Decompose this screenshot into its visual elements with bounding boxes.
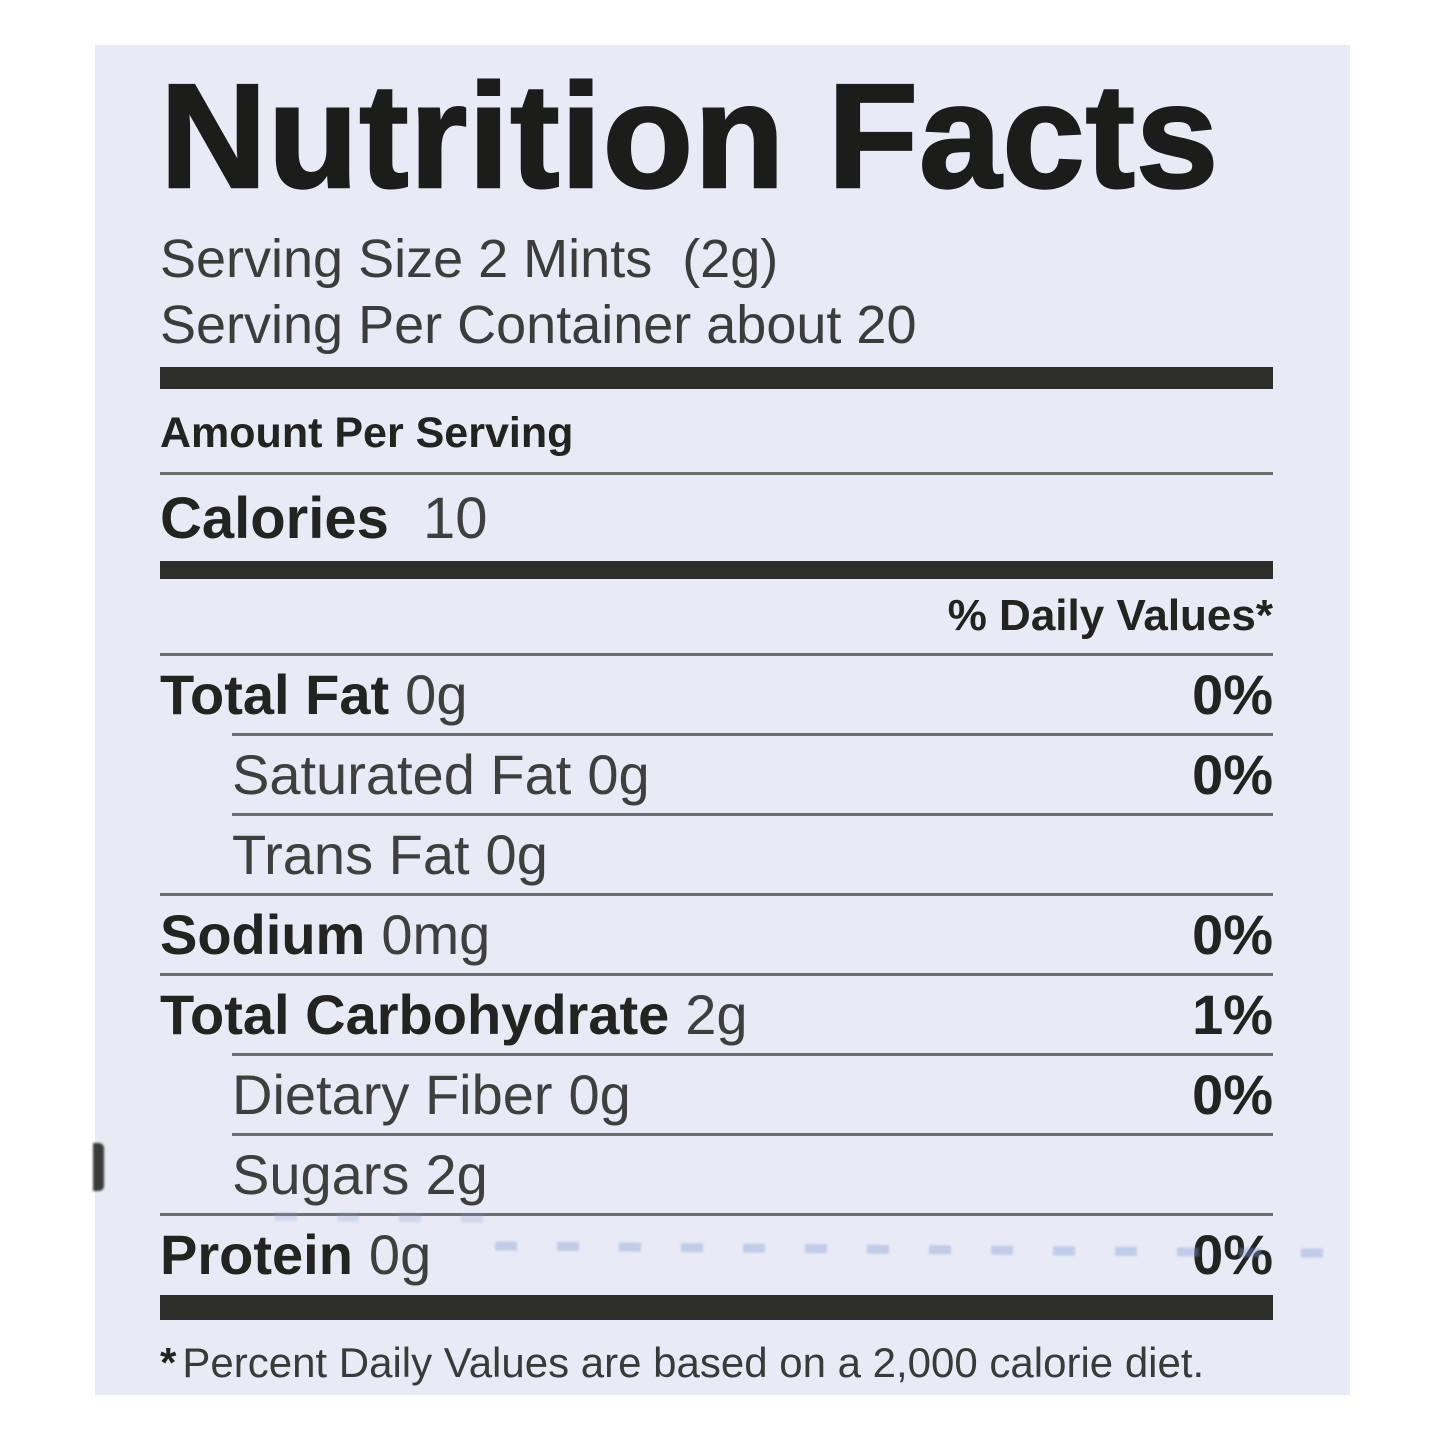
nutrient-value: 0g: [405, 662, 468, 726]
calories-label: Calories: [160, 485, 389, 551]
nutrient-daily-value: 0%: [1192, 1062, 1273, 1126]
nutrition-facts-title: Nutrition Facts: [159, 54, 1220, 219]
row-total-fat: Total Fat 0g 0%: [160, 652, 1273, 733]
thick-divider-calories: [160, 560, 1273, 579]
row-sugars: Sugars 2g: [232, 1132, 1273, 1213]
amount-per-serving-heading: Amount Per Serving: [160, 409, 1273, 475]
nutrient-daily-value: 0%: [1192, 742, 1273, 806]
nutrient-value: 0g: [568, 1062, 631, 1126]
nutrient-value: 2g: [685, 982, 748, 1046]
servings-per-container-line: Serving Per Container about 20: [160, 295, 917, 356]
nutrient-daily-value: 0%: [1192, 662, 1273, 726]
nutrient-daily-value: 0%: [1192, 902, 1273, 966]
serving-size-line: Serving Size 2 Mints (2g): [160, 228, 779, 289]
thick-divider-top: [160, 366, 1273, 389]
nutrient-value: 0g: [368, 1222, 432, 1286]
row-dietary-fiber: Dietary Fiber 0g 0%: [232, 1052, 1273, 1133]
daily-values-footnote: * Percent Daily Values are based on a 2,0…: [160, 1338, 1273, 1388]
nutrient-name: Trans Fat: [232, 822, 470, 886]
nutrient-daily-value: 1%: [1192, 982, 1273, 1046]
nutrient-name: Protein: [160, 1222, 353, 1286]
footnote-text: Percent Daily Values are based on a 2,00…: [182, 1338, 1205, 1386]
footnote-asterisk: *: [160, 1338, 177, 1386]
nutrient-value: 2g: [425, 1142, 488, 1206]
row-sodium: Sodium 0mg 0%: [160, 892, 1273, 973]
nutrient-name: Saturated Fat: [232, 742, 572, 806]
row-total-carbohydrate: Total Carbohydrate 2g 1%: [160, 972, 1273, 1053]
row-protein: Protein 0g 0%: [160, 1212, 1273, 1293]
serving-info: Serving Size 2 Mints (2g) Serving Per Co…: [160, 226, 1273, 359]
nutrient-value: 0g: [485, 822, 548, 886]
nutrient-name: Sodium: [160, 902, 366, 966]
nutrient-value: 0g: [587, 742, 650, 806]
nutrient-name: Dietary Fiber: [232, 1062, 553, 1126]
scan-edge-mark: [93, 1143, 104, 1191]
nutrient-daily-value: 0%: [1192, 1222, 1273, 1286]
nutrient-value: 0mg: [381, 902, 491, 966]
nutrient-name: Total Carbohydrate: [160, 982, 670, 1046]
nutrient-name: Sugars: [232, 1142, 410, 1206]
calories-row: Calories 10: [160, 475, 1273, 561]
row-saturated-fat: Saturated Fat 0g 0%: [232, 732, 1273, 813]
thick-divider-bottom: [160, 1294, 1273, 1320]
nutrient-name: Total Fat: [160, 662, 390, 726]
row-trans-fat: Trans Fat 0g: [232, 812, 1273, 893]
nutrition-facts-panel: Nutrition Facts Serving Size 2 Mints (2g…: [93, 45, 1350, 1395]
calories-value: 10: [423, 485, 488, 551]
daily-values-header: % Daily Values*: [947, 590, 1273, 640]
